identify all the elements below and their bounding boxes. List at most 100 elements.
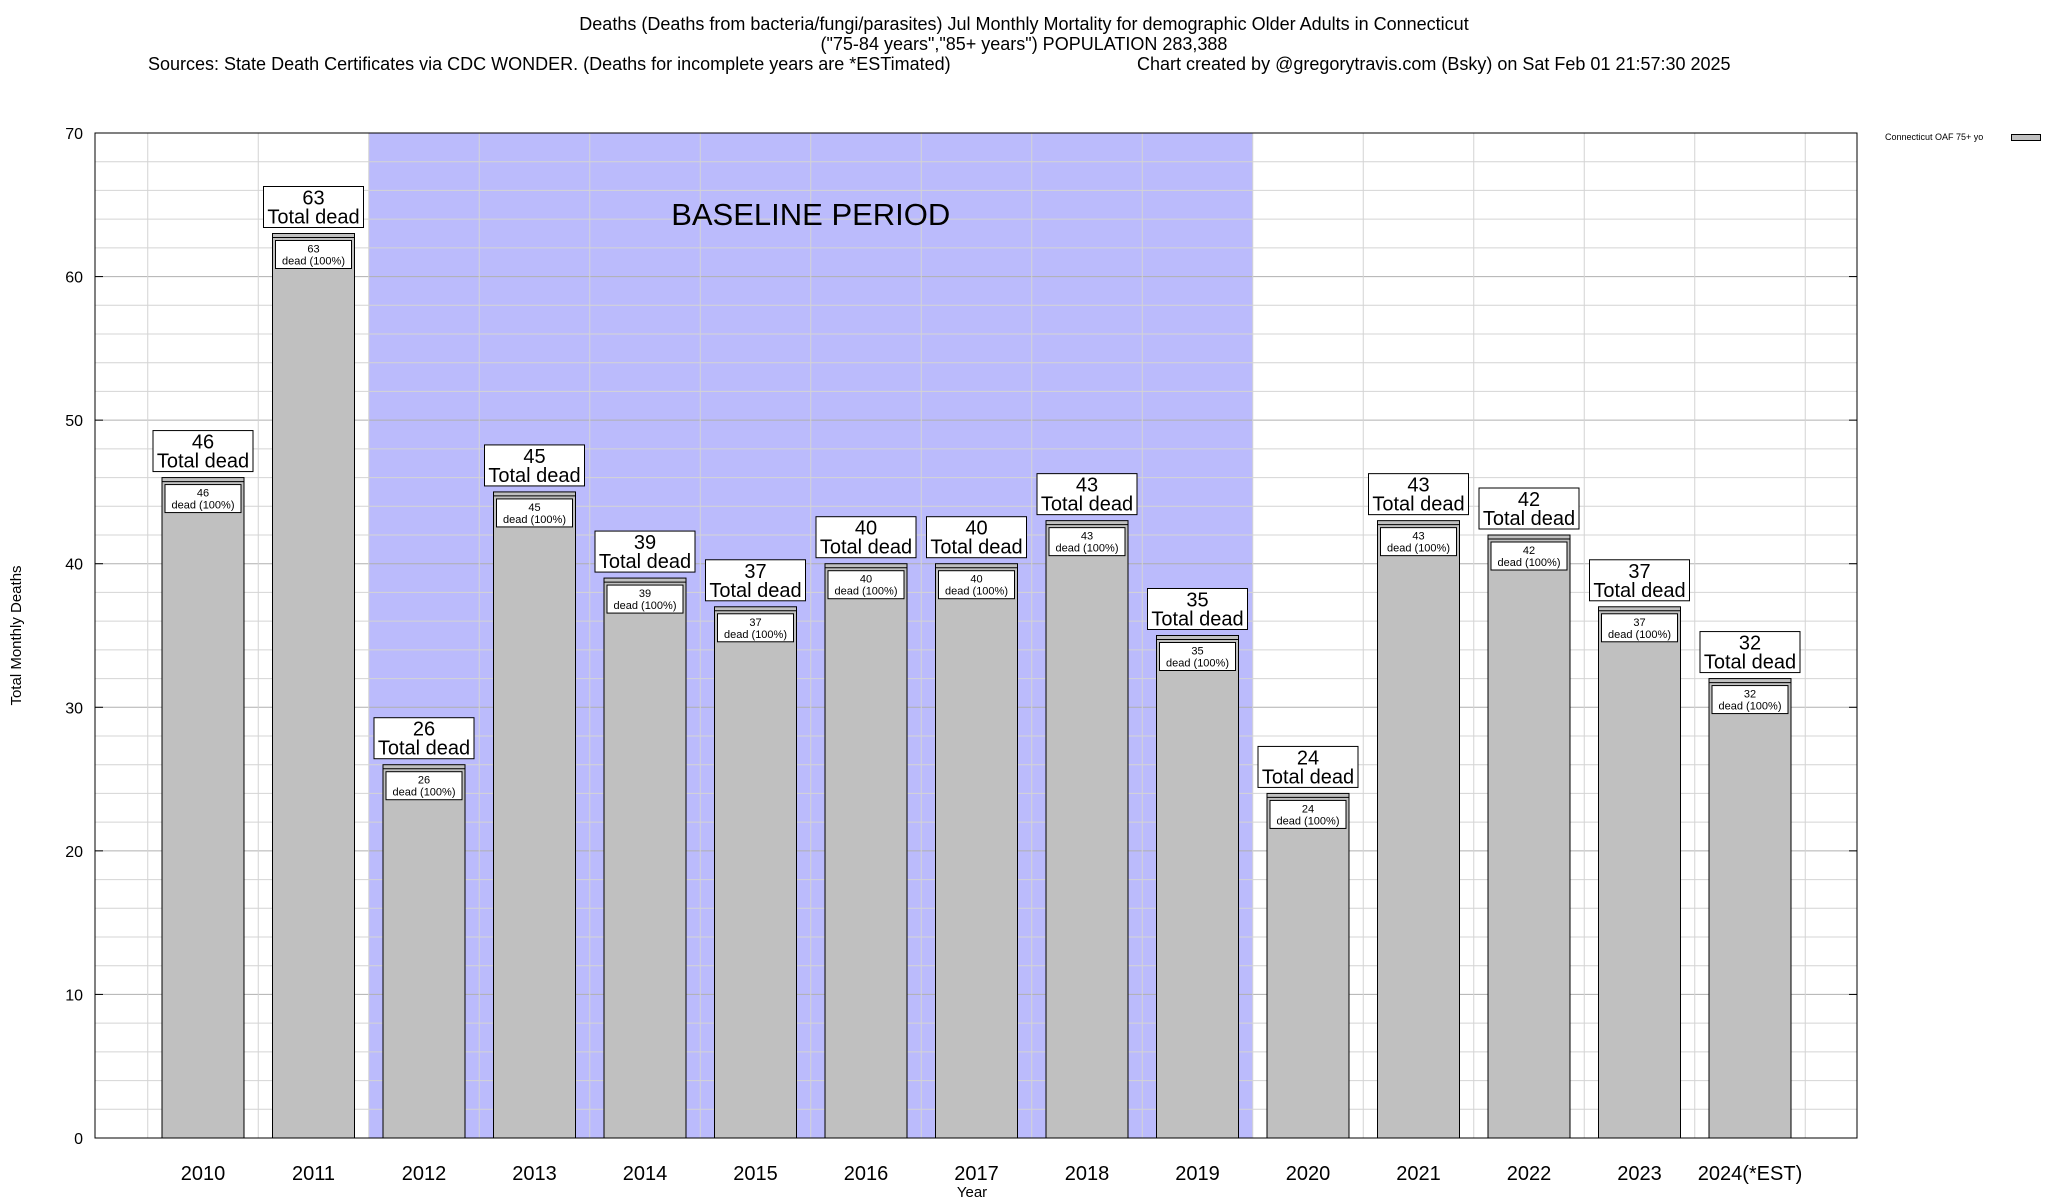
bar-total-label: Total dead <box>599 551 691 573</box>
bar-inner-label-box <box>1159 642 1236 671</box>
legend-swatch <box>2011 134 2041 141</box>
bar-inner-percent: dead (100%) <box>724 629 787 641</box>
x-tick-label: 2019 <box>1175 1163 1220 1185</box>
bar <box>161 477 245 1139</box>
bar-total-label: Total dead <box>157 451 249 473</box>
bar-inner-percent: dead (100%) <box>503 514 566 526</box>
bar-value-label: 63 <box>302 188 324 210</box>
bar-total-label: Total dead <box>820 537 912 559</box>
chart-sources: Sources: State Death Certificates via CD… <box>148 54 951 74</box>
bar-inner-label-box <box>938 570 1015 600</box>
bar-inner-percent: dead (100%) <box>945 586 1008 598</box>
bar-inner-label-box <box>1601 613 1678 643</box>
bar-top-label-box <box>594 530 696 573</box>
bar-top-label-box <box>152 430 254 473</box>
bar-inner-value: 26 <box>418 775 430 787</box>
bar-value-label: 37 <box>744 561 766 583</box>
bar-total-label: Total dead <box>267 207 359 229</box>
bar-inner-value: 24 <box>1302 803 1314 815</box>
bar-top-label-box <box>926 516 1027 559</box>
bar-inner-percent: dead (100%) <box>1056 543 1119 555</box>
bar-value-label: 46 <box>192 432 214 454</box>
bar-inner-label-box <box>1380 527 1457 557</box>
bar-total-label: Total dead <box>1262 766 1354 788</box>
y-tick-label: 10 <box>65 987 83 1004</box>
bar <box>1487 534 1571 1139</box>
bar-top-label-box <box>263 186 364 228</box>
x-tick-label: 2024(*EST) <box>1698 1163 1803 1185</box>
bar <box>1266 792 1350 1139</box>
bar-top-label-box <box>1257 745 1359 788</box>
bar-value-label: 26 <box>413 719 435 741</box>
chart-credit: Chart created by @gregorytravis.com (Bsk… <box>1137 54 1731 74</box>
bar-top-label-box <box>373 717 475 760</box>
bar-inner-label-box <box>1048 527 1126 557</box>
y-tick-label: 30 <box>65 700 83 717</box>
bar-inner-percent: dead (100%) <box>1277 815 1340 827</box>
bar-inner-value: 37 <box>1633 617 1645 629</box>
bar-top-label-box <box>1036 473 1138 516</box>
plot-border <box>94 132 1858 1139</box>
bar-total-label: Total dead <box>1041 494 1133 516</box>
y-tick-label: 70 <box>65 126 83 143</box>
bar-total-label: Total dead <box>930 537 1022 559</box>
bar-inner-label-box <box>827 570 905 600</box>
bar-value-label: 45 <box>523 446 545 468</box>
y-tick-label: 50 <box>65 413 83 430</box>
bar-top-label-box <box>1589 559 1690 602</box>
bar-top-label-box <box>484 444 585 487</box>
y-tick-label: 60 <box>65 270 83 287</box>
bar-value-label: 40 <box>855 518 877 540</box>
bar-top-label-box <box>1478 487 1580 530</box>
bar-inner-value: 39 <box>639 588 651 600</box>
bar-inner-value: 43 <box>1081 531 1093 543</box>
bar-total-label: Total dead <box>709 580 801 602</box>
bar-top-label-box <box>705 559 806 602</box>
y-tick-label: 40 <box>65 557 83 574</box>
bar-value-label: 40 <box>965 518 987 540</box>
x-tick-label: 2016 <box>844 1163 889 1185</box>
bar-top-label-box <box>815 516 917 559</box>
bar-inner-value: 37 <box>749 617 761 629</box>
x-tick-label: 2011 <box>292 1163 335 1185</box>
bar-total-label: Total dead <box>1483 508 1575 530</box>
bar-total-label: Total dead <box>378 738 470 760</box>
bar <box>1377 520 1460 1139</box>
bar-inner-label-box <box>606 584 684 614</box>
bar-value-label: 32 <box>1739 633 1761 655</box>
bar-inner-value: 32 <box>1744 689 1756 701</box>
bar-value-label: 43 <box>1407 475 1429 497</box>
bar-inner-value: 35 <box>1191 646 1203 658</box>
x-tick-label: 2021 <box>1396 1163 1441 1185</box>
bar-inner-value: 46 <box>197 488 209 500</box>
bar <box>1598 606 1681 1139</box>
bar-inner-value: 63 <box>307 244 319 256</box>
bar-value-label: 42 <box>1518 489 1540 511</box>
x-tick-label: 2023 <box>1617 1163 1662 1185</box>
bar-inner-value: 40 <box>860 574 872 586</box>
bar-inner-percent: dead (100%) <box>1166 658 1229 670</box>
bar-inner-value: 42 <box>1523 545 1535 557</box>
bar-value-label: 24 <box>1297 747 1319 769</box>
bar-inner-label-box <box>275 240 352 269</box>
bar-value-label: 35 <box>1186 590 1208 612</box>
bar-inner-label-box <box>496 498 573 528</box>
bar-total-label: Total dead <box>1704 652 1796 674</box>
bar-inner-label-box <box>1490 541 1568 571</box>
bar <box>1156 635 1239 1139</box>
bar-top-label-box <box>1699 631 1801 674</box>
chart-title-line-2: ("75-84 years","85+ years") POPULATION 2… <box>820 34 1228 54</box>
bar <box>272 233 355 1139</box>
x-tick-label: 2022 <box>1507 1163 1552 1185</box>
bar <box>1045 520 1129 1139</box>
bar-total-label: Total dead <box>1372 494 1464 516</box>
bar-inner-value: 43 <box>1412 531 1424 543</box>
x-tick-label: 2014 <box>623 1163 668 1185</box>
bar-top-label-box <box>1147 588 1248 630</box>
bar-inner-percent: dead (100%) <box>1719 701 1782 713</box>
x-axis-label: Year <box>957 1184 987 1200</box>
x-tick-label: 2015 <box>733 1163 778 1185</box>
bar-inner-label-box <box>164 484 242 514</box>
bar <box>1708 678 1792 1139</box>
